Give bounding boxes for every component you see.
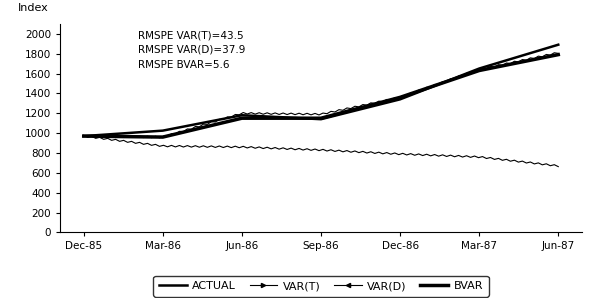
VAR(D) [539,163,546,167]
ACTUAL [80,134,88,138]
Text: RMSPE VAR(T)=43.5
RMSPE VAR(D)=37.9
RMSPE BVAR=5.6: RMSPE VAR(T)=43.5 RMSPE VAR(D)=37.9 RMSP… [139,30,245,70]
Legend: ACTUAL, VAR(T), VAR(D), BVAR: ACTUAL, VAR(T), VAR(D), BVAR [154,276,488,297]
Line: BVAR: BVAR [84,55,558,137]
VAR(D) [180,145,187,149]
BVAR [476,69,483,72]
BVAR [80,134,88,138]
VAR(T) [184,127,191,131]
VAR(D) [343,149,350,152]
VAR(T) [554,52,562,55]
VAR(T) [459,74,466,78]
ACTUAL [159,129,166,132]
VAR(T) [551,51,558,55]
VAR(D) [455,154,462,157]
VAR(T) [80,134,88,137]
BVAR [554,53,562,56]
ACTUAL [397,97,404,101]
BVAR [317,117,325,120]
Text: Index: Index [18,3,49,13]
BVAR [238,117,245,120]
VAR(T) [347,107,355,110]
VAR(T) [543,53,550,56]
VAR(D) [407,152,415,156]
VAR(T) [156,136,163,139]
ACTUAL [238,114,245,117]
Line: VAR(D): VAR(D) [84,135,558,167]
Line: ACTUAL: ACTUAL [84,45,558,136]
BVAR [159,135,166,139]
VAR(D) [554,165,562,168]
VAR(D) [80,134,88,137]
BVAR [397,96,404,99]
VAR(T) [411,91,418,95]
VAR(D) [208,144,215,148]
ACTUAL [317,117,325,121]
VAR(T) [212,120,219,124]
Line: VAR(T): VAR(T) [84,53,558,138]
ACTUAL [554,43,562,46]
ACTUAL [476,67,483,70]
